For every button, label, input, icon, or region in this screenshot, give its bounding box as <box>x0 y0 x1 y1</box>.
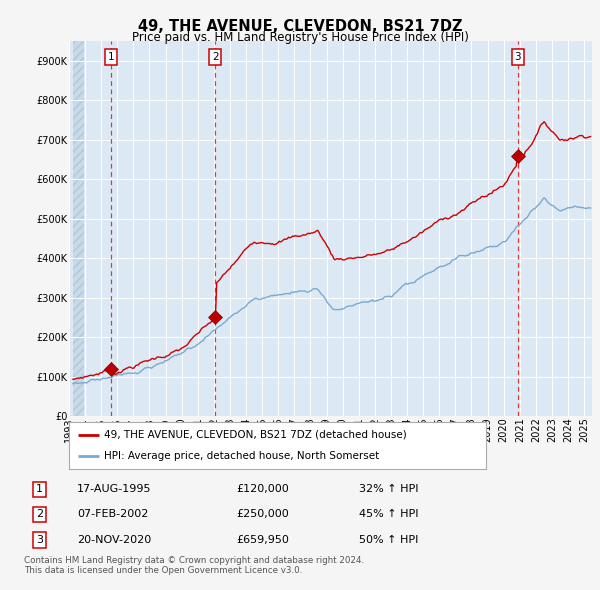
Text: 3: 3 <box>515 52 521 62</box>
Text: £250,000: £250,000 <box>236 509 289 519</box>
Bar <box>73 41 84 416</box>
Text: 50% ↑ HPI: 50% ↑ HPI <box>359 535 418 545</box>
Text: 2: 2 <box>212 52 218 62</box>
Text: 2: 2 <box>36 509 43 519</box>
Text: 45% ↑ HPI: 45% ↑ HPI <box>359 509 418 519</box>
Text: 1: 1 <box>108 52 115 62</box>
Text: 3: 3 <box>36 535 43 545</box>
Text: £120,000: £120,000 <box>236 484 289 494</box>
Text: 49, THE AVENUE, CLEVEDON, BS21 7DZ: 49, THE AVENUE, CLEVEDON, BS21 7DZ <box>138 19 462 34</box>
Text: £659,950: £659,950 <box>236 535 289 545</box>
Text: 07-FEB-2002: 07-FEB-2002 <box>77 509 148 519</box>
Text: 32% ↑ HPI: 32% ↑ HPI <box>359 484 418 494</box>
Text: 20-NOV-2020: 20-NOV-2020 <box>77 535 151 545</box>
Text: 1: 1 <box>36 484 43 494</box>
Text: HPI: Average price, detached house, North Somerset: HPI: Average price, detached house, Nort… <box>104 451 380 461</box>
Text: Contains HM Land Registry data © Crown copyright and database right 2024.
This d: Contains HM Land Registry data © Crown c… <box>24 556 364 575</box>
Text: 17-AUG-1995: 17-AUG-1995 <box>77 484 152 494</box>
Text: Price paid vs. HM Land Registry's House Price Index (HPI): Price paid vs. HM Land Registry's House … <box>131 31 469 44</box>
Text: 49, THE AVENUE, CLEVEDON, BS21 7DZ (detached house): 49, THE AVENUE, CLEVEDON, BS21 7DZ (deta… <box>104 430 407 440</box>
